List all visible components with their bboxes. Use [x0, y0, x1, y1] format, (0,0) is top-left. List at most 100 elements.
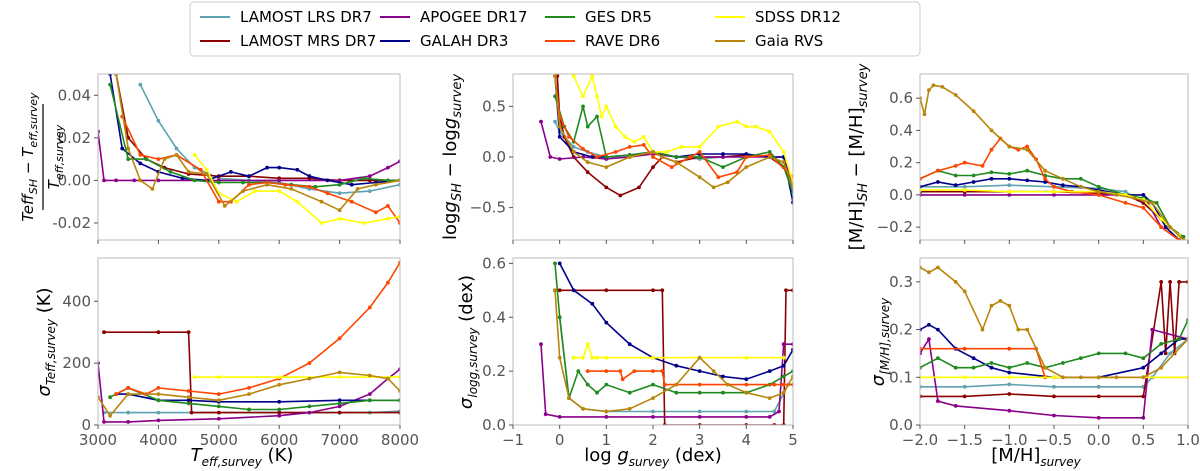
data-point — [1007, 303, 1012, 308]
data-point — [102, 330, 106, 335]
data-point — [337, 178, 342, 183]
data-point — [216, 199, 221, 204]
teff-diff-ylabel-denominator: Teff,survey — [45, 124, 66, 189]
data-point — [1052, 394, 1056, 399]
data-point — [936, 356, 940, 361]
data-point — [156, 178, 161, 183]
data-point — [1078, 184, 1083, 189]
data-point — [1043, 168, 1047, 173]
data-point — [936, 265, 940, 270]
data-point — [744, 415, 749, 419]
legend-label: LAMOST MRS DR7 — [240, 32, 376, 50]
data-point — [590, 74, 595, 78]
data-point — [1159, 351, 1164, 356]
x-tick-label: 8000 — [381, 431, 419, 449]
data-point — [697, 175, 702, 180]
y-tick-label: 0.0 — [482, 148, 506, 166]
mh-diff-plot: −0.2 0.0 0.2 0.4 0.6 — [877, 73, 1189, 244]
data-point — [337, 401, 342, 406]
data-point — [604, 382, 609, 387]
data-point — [927, 322, 931, 327]
data-point — [721, 374, 725, 379]
data-point — [604, 369, 609, 373]
data-point — [295, 167, 300, 172]
data-point — [953, 404, 958, 408]
mh-sigma-panel: 0.0 0.1 0.2 0.3 −2.0 −1.5 −1.0 −0.5 0.0 0.5 1.0 σ[… — [868, 257, 1200, 469]
data-point — [1150, 327, 1155, 332]
mh-sigma-ylabel: σ[M/H],survey — [868, 297, 892, 386]
data-point — [1096, 415, 1101, 420]
data-point — [581, 147, 585, 151]
data-point — [337, 336, 342, 341]
data-point — [367, 373, 372, 378]
legend-label: RAVE DR6 — [585, 32, 660, 50]
data-point — [1141, 356, 1146, 361]
data-point — [108, 82, 112, 87]
mh-sigma-plot: 0.0 0.1 0.2 0.3 −2.0 −1.5 −1.0 −0.5 0.0 0.5 1.0 — [889, 257, 1200, 449]
data-point — [716, 124, 721, 129]
data-point — [553, 288, 557, 293]
data-point — [585, 160, 590, 165]
data-point — [186, 389, 191, 393]
data-point — [674, 363, 679, 368]
data-point — [744, 155, 749, 159]
data-point — [192, 375, 197, 379]
data-point — [595, 114, 599, 119]
data-point — [989, 147, 994, 152]
data-point — [204, 172, 209, 176]
data-point — [641, 134, 646, 139]
data-point — [927, 270, 931, 275]
data-point — [581, 104, 585, 109]
data-point — [548, 155, 553, 159]
data-point — [192, 178, 197, 183]
x-tick-label: 0.0 — [1087, 431, 1111, 449]
data-point — [567, 134, 571, 139]
data-point — [361, 221, 366, 225]
data-point — [1141, 205, 1146, 210]
data-point — [539, 342, 543, 347]
data-point — [581, 355, 585, 360]
data-point — [641, 143, 646, 147]
data-point — [337, 370, 342, 375]
data-point — [156, 410, 161, 415]
data-point — [744, 382, 749, 387]
data-point — [781, 390, 786, 395]
data-point — [971, 356, 976, 361]
data-point — [277, 410, 282, 415]
data-point — [216, 404, 221, 409]
data-point — [156, 157, 161, 162]
data-point — [632, 139, 637, 144]
data-point — [186, 401, 191, 406]
data-point — [767, 129, 772, 134]
data-point — [711, 369, 716, 373]
data-point — [216, 398, 221, 403]
y-tick-label: 0.2 — [889, 321, 913, 339]
data-point — [247, 407, 251, 412]
data-point — [283, 182, 288, 187]
data-point — [980, 164, 985, 168]
data-point — [953, 280, 958, 284]
data-point — [373, 210, 378, 215]
data-point — [1061, 183, 1065, 188]
x-tick-label: 4 — [742, 431, 752, 449]
data-point — [927, 337, 931, 341]
y-tick-label: 0.00 — [58, 171, 91, 189]
data-point — [953, 365, 958, 370]
x-tick-label: 7000 — [321, 431, 359, 449]
data-point — [307, 361, 312, 365]
y-tick-label: 0.6 — [482, 254, 506, 272]
y-tick-label: 0.02 — [58, 129, 91, 147]
data-point — [595, 94, 599, 99]
data-point — [1061, 361, 1065, 365]
data-point — [557, 355, 562, 360]
data-point — [265, 182, 269, 187]
data-point — [126, 392, 131, 396]
data-point — [604, 185, 609, 190]
data-point — [618, 193, 623, 198]
plot-frame — [97, 257, 401, 426]
data-point — [627, 155, 632, 159]
mh-diff-panel: −0.2 0.0 0.2 0.4 0.6 [M/H]SH − [M/H]survey — [846, 63, 1189, 250]
logg-sigma-plot: 0.0 0.2 0.4 0.6 −1 0 1 2 3 4 5 — [482, 254, 798, 449]
logg-sigma-panel: 0.00.20.40.6−1 0 1 2 3 4 5 σlogg,survey (dex) … — [456, 254, 798, 469]
data-point — [637, 185, 641, 190]
